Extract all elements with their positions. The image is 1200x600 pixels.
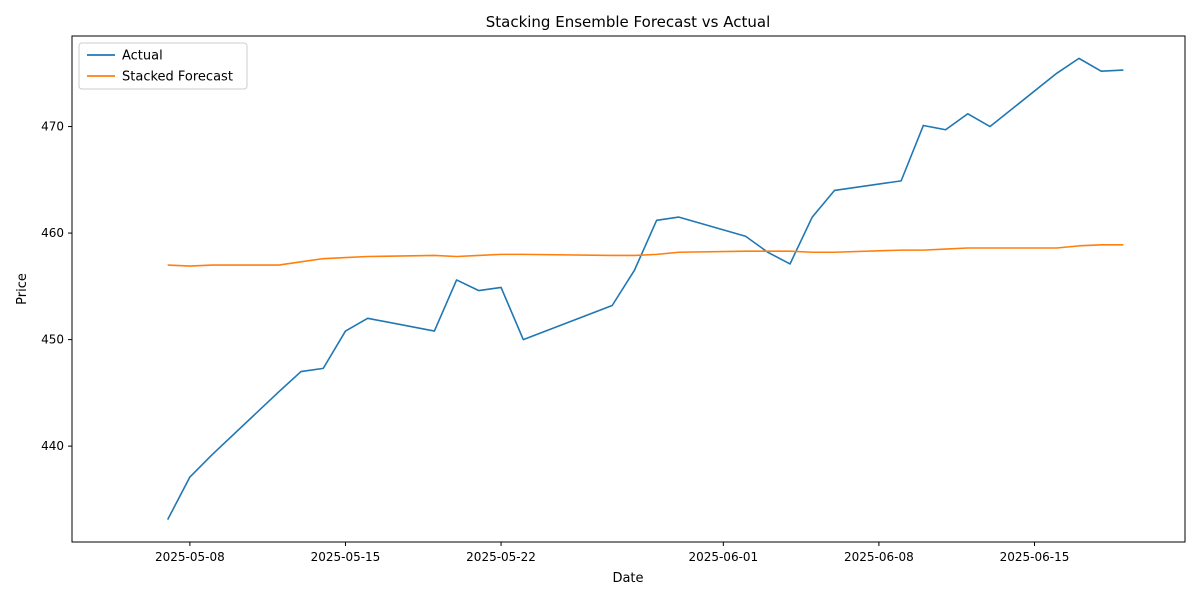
plot-area (71, 35, 1186, 543)
series-layer (166, 57, 1124, 521)
x-tick-label: 2025-05-08 (155, 550, 225, 564)
y-axis: 440 450 460 470 (41, 120, 72, 453)
y-tick-label: 440 (41, 439, 64, 453)
y-tick-label: 460 (41, 226, 64, 240)
chart-title: Stacking Ensemble Forecast vs Actual (486, 13, 771, 31)
x-axis-label: Date (612, 571, 643, 586)
legend-box (78, 42, 248, 90)
legend-label: Stacked Forecast (122, 70, 233, 85)
legend-label: Actual (122, 49, 163, 64)
x-tick-label: 2025-06-08 (844, 550, 914, 564)
series-line-actual (166, 57, 1124, 521)
legend: Actual Stacked Forecast (78, 42, 248, 90)
x-tick-label: 2025-06-01 (688, 550, 758, 564)
x-tick-label: 2025-05-15 (311, 550, 381, 564)
series-line-stacked-forecast (167, 243, 1124, 267)
x-tick-label: 2025-06-15 (1000, 550, 1070, 564)
y-tick-label: 470 (41, 120, 64, 134)
x-axis: 2025-05-08 2025-05-15 2025-05-22 2025-06-01… (155, 542, 1069, 564)
y-axis-label: Price (15, 273, 30, 305)
y-tick-label: 450 (41, 333, 64, 347)
x-tick-label: 2025-05-22 (466, 550, 536, 564)
